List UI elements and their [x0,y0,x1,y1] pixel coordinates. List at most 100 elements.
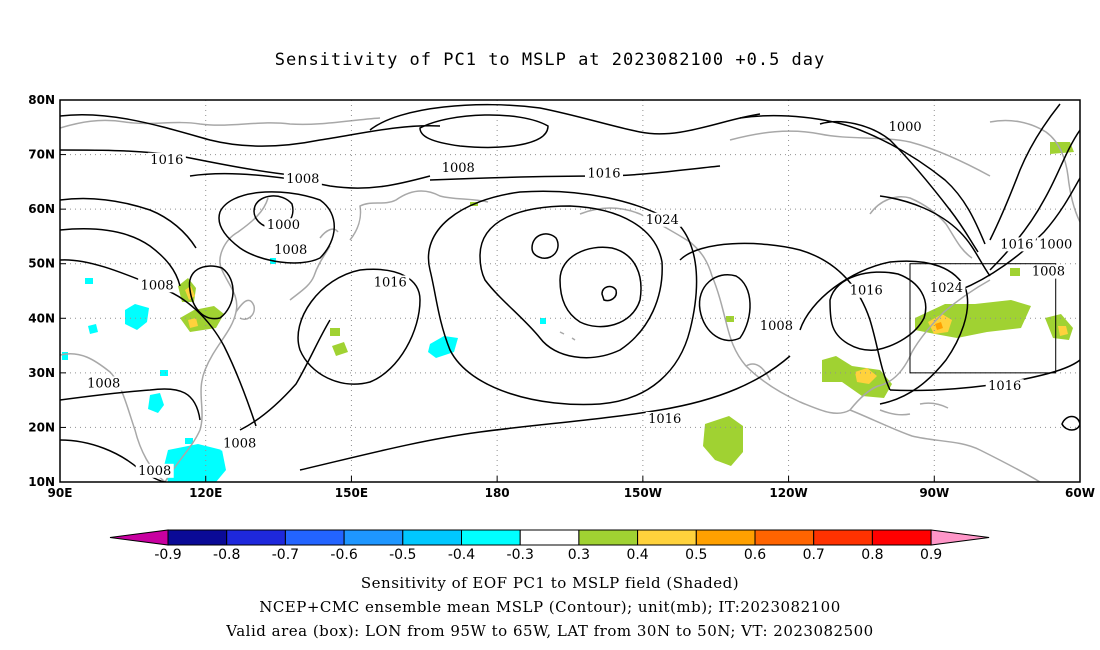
contour-label-18: 1016 [648,412,681,427]
shade-green-12 [1010,268,1020,276]
colorbar-label: 0.9 [920,547,942,563]
lon-tick-label: 150E [335,486,368,500]
lat-tick-label: 10N [28,475,55,489]
coast-asia-east [164,197,269,482]
shade-green-3 [330,328,340,336]
contour-label-bg-1 [283,171,322,186]
lat-lon-grid [60,100,1081,482]
isobar-1008-south [60,388,201,421]
isobar-1016-pac-high [427,190,698,406]
contour-label-bg-3 [585,166,623,181]
lon-tick-label: 60W [1065,486,1095,500]
isobar-1008-north [189,172,431,189]
lat-tick-label: 80N [28,93,55,107]
isobar-1008-east [989,129,1080,271]
shade-green-6 [703,416,743,466]
contour-label-11: 1008 [141,278,174,293]
contour-label-bg-16 [84,376,123,391]
shade-cyan-3 [88,324,98,334]
isobar-1000-east [989,103,1061,241]
contour-label-15: 1008 [760,319,793,334]
colorbar-label: -0.6 [330,547,357,563]
contour-label-10: 1008 [1032,265,1065,280]
contour-label-bg-7 [643,212,682,227]
coast-mexico [745,363,771,381]
colorbar-swatch-11 [813,529,873,546]
colorbar-swatch-2 [284,529,345,546]
colorbar-high-end [930,529,990,546]
coast-na-west [711,275,851,414]
lon-tick-label: 90W [919,486,949,500]
contour-label-bg-15 [757,319,796,334]
isobar-1016-arctic [369,103,761,135]
lon-tick-label: 120E [189,486,222,500]
contour-label-6: 1008 [274,243,307,258]
colorbar-swatch-9 [695,529,756,546]
colorbar-swatch-1 [226,529,286,546]
shade-cyan-7 [164,444,226,482]
contour-label-20: 1008 [138,464,171,479]
contour-label-bg-8 [997,237,1036,252]
lon-tick-label: 90E [48,486,73,500]
colorbar-label: 0.5 [685,547,707,563]
caption-contour: NCEP+CMC ensemble mean MSLP (Contour); u… [259,598,841,616]
coast-hawaii [559,331,576,341]
shade-cyan-1 [125,304,149,330]
colorbar: -0.9 -0.8 -0.7 -0.6 -0.5 -0.4 -0.3 0.3 0.4 0.5 0.6… [109,529,990,563]
contour-label-bg-13 [847,283,886,298]
isobar-1024-inner [559,246,642,328]
isobar-small-east [1061,415,1080,431]
coast-alaska [579,207,713,277]
isobar-1008-nw-pac [879,195,991,277]
coast-asia-south [60,353,166,482]
isobar-1016-wpac [297,268,421,385]
colorbar-swatch-0 [167,529,228,546]
lat-tick-label: 30N [28,366,55,380]
shade-cyan-11 [540,318,546,324]
colorbar-label: -0.8 [213,547,240,563]
map-frame [59,99,1081,483]
isobar-1008-asia-low [188,265,234,320]
shade-yellow-2 [188,318,198,328]
contour-label-bg-19 [220,436,259,451]
colorbar-swatch-8 [637,529,697,546]
coastlines [60,117,1080,482]
lat-tick-label: 40N [28,311,55,325]
contour-label-17: 1016 [988,379,1021,394]
shade-green-7 [726,316,734,322]
contour-label-13: 1016 [850,284,883,299]
colorbar-label: 0.4 [626,547,648,563]
contour-label-1: 1008 [286,172,319,187]
contour-label-19: 1008 [223,437,256,452]
colorbar-label: -0.7 [272,547,299,563]
coast-korea [235,299,255,320]
isobar-1016-west-mid [60,197,197,249]
coast-na-east [849,279,991,411]
shade-cyan-6 [160,370,168,376]
isobar-1028-b [601,285,618,302]
colorbar-swatch-3 [343,529,404,546]
coast-siberia-arctic [60,117,381,129]
contour-label-bg-20 [135,463,174,478]
contour-label-5: 1000 [267,218,300,233]
shade-green-9 [915,300,1031,338]
shade-cyan-5 [148,393,164,413]
contour-label-14: 1024 [930,281,963,296]
lat-tick-label: 50N [28,257,55,271]
contour-label-bg-2 [439,160,478,175]
shade-yellow-3 [855,368,877,384]
contour-label-bg-4 [886,120,925,135]
contour-label-bg-9 [1036,237,1075,252]
shade-cyan-8 [185,438,193,444]
isobar-1016-south [299,355,791,471]
coast-caribbean [879,402,949,416]
isobar-1008-west [218,191,335,264]
colorbar-swatch-12 [871,529,932,546]
colorbar-swatch-7 [578,529,639,546]
mslp-contours [60,103,1080,482]
map-axes: 90E 120E 150E 180 150W 120W 90W 60W 10N 20N 30N 40N… [28,93,1095,500]
contour-label-16: 1008 [87,377,120,392]
isobar-1016-trop-atl [889,359,1080,392]
colorbar-swatch-5 [461,529,521,546]
